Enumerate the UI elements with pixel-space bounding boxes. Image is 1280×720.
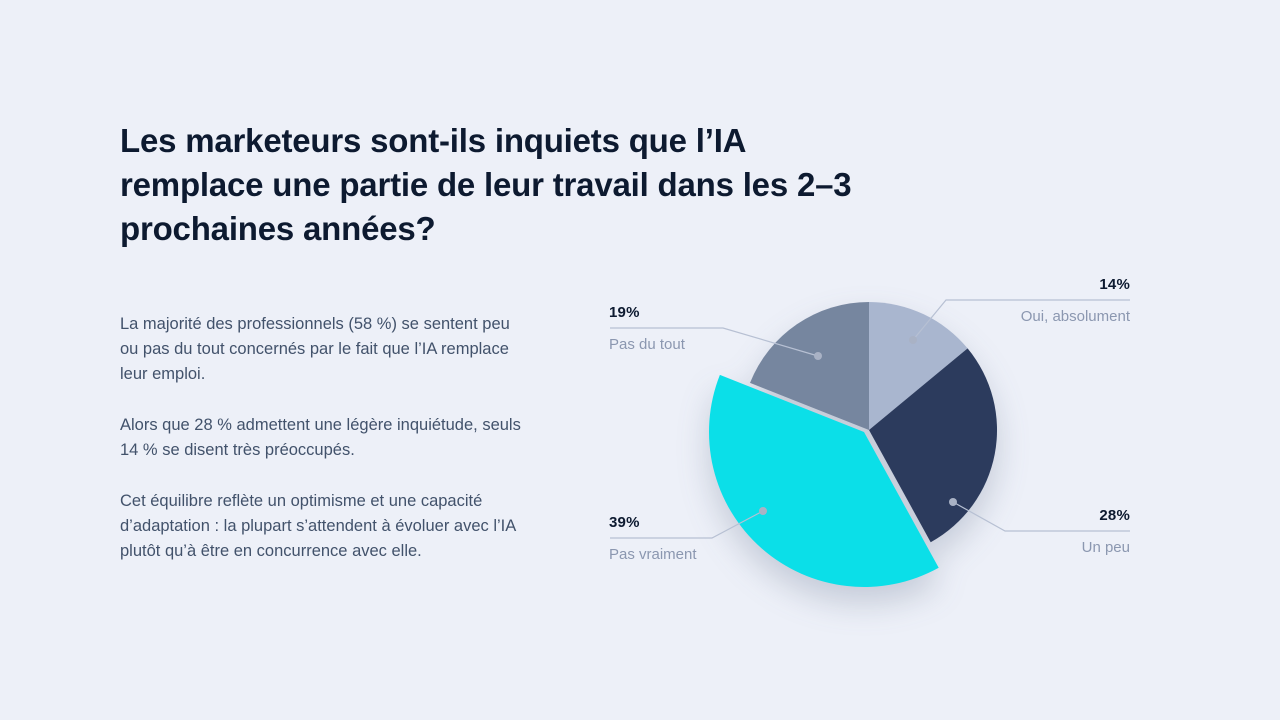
- page-title-line-3: prochaines années?: [120, 210, 436, 247]
- page-title: Les marketeurs sont-ils inquiets que l’I…: [120, 119, 852, 251]
- leader-line-pas-vraiment: [610, 510, 764, 539]
- callout-value: 28%: [1099, 507, 1130, 524]
- leader-line-oui-absolument: [912, 299, 1130, 341]
- leader-line-pas-du-tout: [610, 327, 819, 357]
- callout-value: 19%: [609, 304, 640, 321]
- pie-slice-pas-du-tout: [750, 302, 869, 430]
- pie-slice-un-peu: [869, 348, 998, 543]
- leader-dot-oui-absolument: [909, 336, 917, 344]
- callout-pas-vraiment: 39% Pas vraiment: [609, 514, 697, 564]
- pie-slices: [709, 302, 998, 587]
- pie-slice-oui-absolument: [869, 302, 968, 430]
- stats-paragraph: Alors que 28 % admettent une légère inqu…: [120, 416, 521, 459]
- callout-oui-absolument: 14% Oui, absolument: [910, 276, 1130, 326]
- callout-un-peu: 28% Un peu: [910, 507, 1130, 557]
- callout-label: Un peu: [1081, 539, 1130, 556]
- leader-dot-un-peu: [949, 498, 957, 506]
- pie-slice-pas-vraiment: [709, 374, 939, 587]
- callout-label: Pas du tout: [609, 336, 685, 353]
- conclusion-paragraph: Cet équilibre reflète un optimisme et un…: [120, 492, 516, 560]
- leader-lines: [610, 299, 1130, 539]
- body-copy: La majorité des professionnels (58 %) se…: [120, 312, 522, 590]
- leader-dot-pas-du-tout: [814, 352, 822, 360]
- page-title-line-2: remplace une partie de leur travail dans…: [120, 166, 852, 203]
- callout-pas-du-tout: 19% Pas du tout: [609, 304, 685, 354]
- leader-line-un-peu: [952, 501, 1130, 532]
- callout-value: 14%: [1099, 276, 1130, 293]
- page-title-line-1: Les marketeurs sont-ils inquiets que l’I…: [120, 122, 747, 159]
- callout-value: 39%: [609, 514, 640, 531]
- leader-dot-pas-vraiment: [759, 507, 767, 515]
- intro-paragraph: La majorité des professionnels (58 %) se…: [120, 315, 510, 383]
- callout-label: Oui, absolument: [1020, 308, 1130, 325]
- callout-label: Pas vraiment: [609, 546, 697, 563]
